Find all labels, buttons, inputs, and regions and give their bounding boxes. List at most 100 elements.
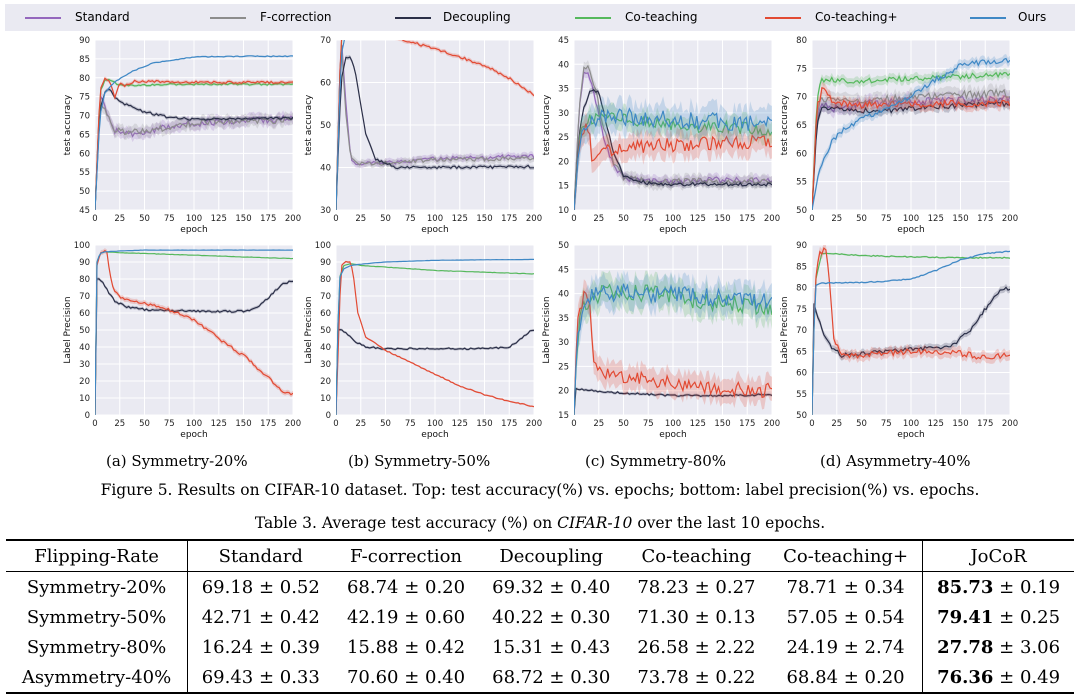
x-tick-label: 0	[809, 214, 814, 224]
legend-swatch	[210, 17, 246, 19]
x-tick-label: 50	[139, 214, 150, 224]
table-cell-best: 76.36 ± 0.49	[922, 662, 1074, 693]
series-band-decoupling	[95, 87, 293, 210]
series-line-ours	[812, 57, 1010, 210]
x-tick-label: 0	[571, 419, 576, 429]
plot-area	[812, 54, 1010, 210]
x-tick-label: 0	[333, 419, 338, 429]
y-tick-label: 20	[320, 377, 331, 387]
legend-swatch	[575, 17, 611, 19]
legend-swatch	[970, 17, 1006, 19]
table-cell: 70.60 ± 0.40	[346, 666, 466, 688]
y-tick-label: 25	[558, 362, 569, 372]
table-header: Co-teaching+	[783, 545, 909, 567]
table-cell: 24.19 ± 2.74	[786, 636, 905, 658]
y-tick-label: 40	[79, 343, 90, 353]
table-caption-suffix: over the last 10 epochs.	[632, 514, 826, 532]
subfigure-label-a: (a) Symmetry-20%	[106, 452, 248, 470]
y-tick-label: 75	[796, 64, 807, 74]
x-tick-label: 75	[405, 214, 416, 224]
table-cell: 42.19 ± 0.60	[346, 606, 466, 628]
series-line-co-teaching-plus	[574, 290, 772, 415]
x-tick-label: 100	[186, 419, 202, 429]
table-header: Flipping-Rate	[6, 540, 189, 572]
series-line-co-teaching	[336, 263, 534, 415]
y-axis-label: Label Precision	[304, 296, 314, 363]
table-header: Standard	[218, 545, 303, 567]
y-tick-label: 80	[796, 284, 807, 294]
table-cell: 69.43 ± 0.33	[201, 666, 320, 688]
x-tick-label: 0	[809, 419, 814, 429]
x-tick-label: 125	[211, 419, 227, 429]
table-cell-rate: Symmetry-20%	[6, 571, 189, 602]
table-cell-rate: Symmetry-50%	[6, 602, 189, 632]
x-tick-label: 50	[380, 419, 391, 429]
table-cell-best: 85.73 ± 0.19	[922, 571, 1074, 602]
x-tick-label: 25	[831, 214, 842, 224]
series-line-co-teaching-plus	[336, 260, 534, 415]
x-axis-label: epoch	[897, 430, 924, 440]
x-tick-label: 0	[571, 214, 576, 224]
x-tick-label: 150	[235, 214, 251, 224]
x-tick-label: 175	[501, 214, 517, 224]
table-header: Co-teaching	[641, 545, 752, 567]
x-tick-label: 200	[1002, 214, 1018, 224]
chart-acc-sym50: 30 40 50 60 70 0 25 50 75 100 125 150 175 200 epoch tes…	[304, 36, 542, 235]
table-cell: 57.05 ± 0.54	[786, 606, 905, 628]
x-tick-label: 175	[977, 214, 993, 224]
y-tick-label: 35	[558, 85, 569, 95]
best-std: ± 0.25	[993, 606, 1061, 628]
table-cell-best: 27.78 ± 3.06	[922, 632, 1074, 662]
x-tick-label: 50	[856, 419, 867, 429]
y-tick-label: 80	[320, 275, 331, 285]
y-tick-label: 85	[796, 262, 807, 272]
x-tick-label: 150	[476, 214, 492, 224]
y-tick-label: 65	[796, 347, 807, 357]
y-tick-label: 20	[558, 157, 569, 167]
y-tick-label: 90	[796, 241, 807, 251]
plot-area	[574, 269, 772, 415]
x-tick-label: 150	[714, 419, 730, 429]
table-cell-rate: Symmetry-80%	[6, 632, 189, 662]
chart-acc-sym20: 45 50 55 60 65 70 75 80 85 90 0 25 50 75 100 125 150 175 2…	[63, 36, 301, 235]
y-axis-label: test accuracy	[780, 94, 790, 155]
best-std: ± 0.19	[993, 576, 1061, 598]
x-tick-label: 25	[114, 214, 125, 224]
legend-label: Decoupling	[443, 10, 511, 24]
y-axis-label: test accuracy	[63, 94, 73, 155]
table-cell-rate: Asymmetry-40%	[6, 662, 189, 693]
y-tick-label: 45	[558, 36, 569, 46]
series-line-decoupling	[336, 328, 534, 415]
series-line-decoupling	[574, 387, 772, 415]
series-line-co-teaching-plus	[574, 123, 772, 210]
y-axis-label: Label Precision	[780, 296, 790, 363]
plot-area	[95, 55, 293, 210]
x-tick-label: 100	[427, 419, 443, 429]
x-axis-label: epoch	[180, 225, 207, 235]
y-tick-label: 10	[320, 394, 331, 404]
x-tick-label: 25	[593, 214, 604, 224]
y-tick-label: 15	[558, 411, 569, 421]
best-std: ± 0.49	[993, 666, 1061, 688]
table-header: Decoupling	[499, 545, 604, 567]
table-header: F-correction	[349, 545, 463, 567]
y-tick-label: 60	[796, 369, 807, 379]
x-tick-label: 100	[665, 419, 681, 429]
x-tick-label: 150	[952, 214, 968, 224]
x-tick-label: 175	[260, 419, 276, 429]
x-tick-label: 175	[260, 214, 276, 224]
series-line-f-correction	[336, 51, 534, 210]
table-cell: 26.58 ± 2.22	[637, 636, 756, 658]
series-band-decoupling	[812, 283, 1010, 415]
y-tick-label: 30	[320, 360, 331, 370]
x-axis-label: epoch	[897, 225, 924, 235]
x-tick-label: 200	[764, 419, 780, 429]
series-line-ours	[95, 249, 293, 415]
y-tick-label: 30	[79, 360, 90, 370]
series-line-co-teaching-plus	[95, 77, 293, 210]
y-tick-label: 70	[79, 292, 90, 302]
series-line-ours	[95, 55, 293, 210]
y-tick-label: 45	[79, 206, 90, 216]
series-band-co-teaching-plus	[574, 111, 772, 210]
x-tick-label: 0	[333, 214, 338, 224]
